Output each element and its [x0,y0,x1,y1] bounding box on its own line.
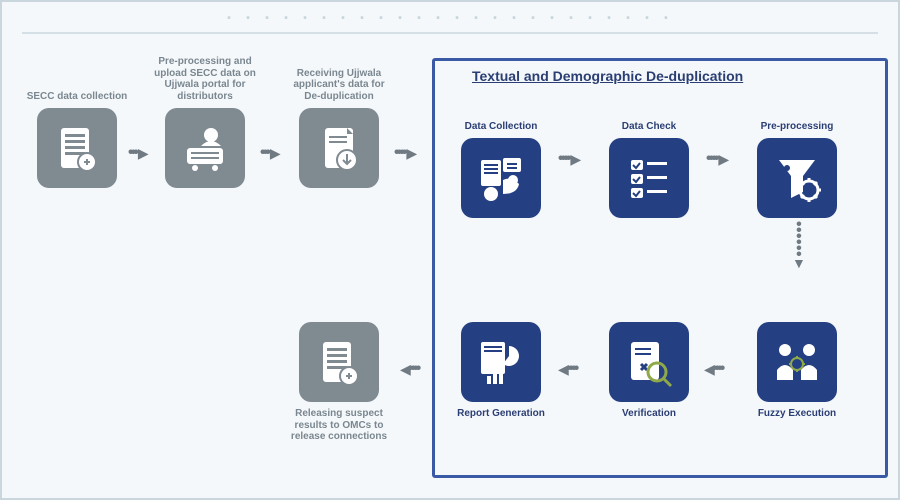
flow-arrow: ◀•••• [556,360,576,378]
step-label: Data Collection [446,92,556,132]
flow-arrow: ◀•••• [398,360,418,378]
doc-download-icon [299,108,379,188]
flow-arrow: ••••▶ [558,150,578,168]
user-cart-icon [165,108,245,188]
step-f: Pre-processing [742,92,852,218]
doc-server-icon [299,322,379,402]
step-i: Report Generation [446,322,556,440]
diagram-title-placeholder: · · · · · · · · · · · · · · · · · · · · … [2,8,898,29]
step-b: Pre-processing and upload SECC data on U… [150,62,260,188]
step-label: Pre-processing and upload SECC data on U… [150,62,260,102]
step-label: Fuzzy Execution [742,408,852,434]
flow-arrow: ••••▶ [394,144,414,162]
step-d: Data Collection [446,92,556,218]
data-collect-icon [461,138,541,218]
step-label: Report Generation [446,408,556,434]
title-underline [22,32,878,34]
step-e: Data Check [594,92,704,218]
people-gears-icon [757,322,837,402]
flow-arrow: •••▶ [128,144,146,162]
doc-search-icon [609,322,689,402]
step-h: Verification [594,322,704,440]
flow-arrow: ••••••▼ [792,222,806,266]
step-c: Receiving Ujjwala applicant's data for D… [284,62,394,188]
step-j: Releasing suspect results to OMCs to rel… [284,322,394,449]
flow-diagram: · · · · · · · · · · · · · · · · · · · · … [0,0,900,500]
flow-arrow: ••••▶ [706,150,726,168]
step-label: Releasing suspect results to OMCs to rel… [284,408,394,443]
funnel-gear-icon [757,138,837,218]
step-g: Fuzzy Execution [742,322,852,440]
dedup-group-title: Textual and Demographic De-duplication [472,68,743,84]
step-label: Receiving Ujjwala applicant's data for D… [284,62,394,102]
step-label: Verification [594,408,704,434]
flow-arrow: ◀•••• [702,360,722,378]
step-label: Data Check [594,92,704,132]
flow-arrow: •••▶ [260,144,278,162]
step-a: SECC data collection [22,62,132,188]
report-icon [461,322,541,402]
step-label: SECC data collection [22,62,132,102]
step-label: Pre-processing [742,92,852,132]
doc-server-icon [37,108,117,188]
checklist-icon [609,138,689,218]
